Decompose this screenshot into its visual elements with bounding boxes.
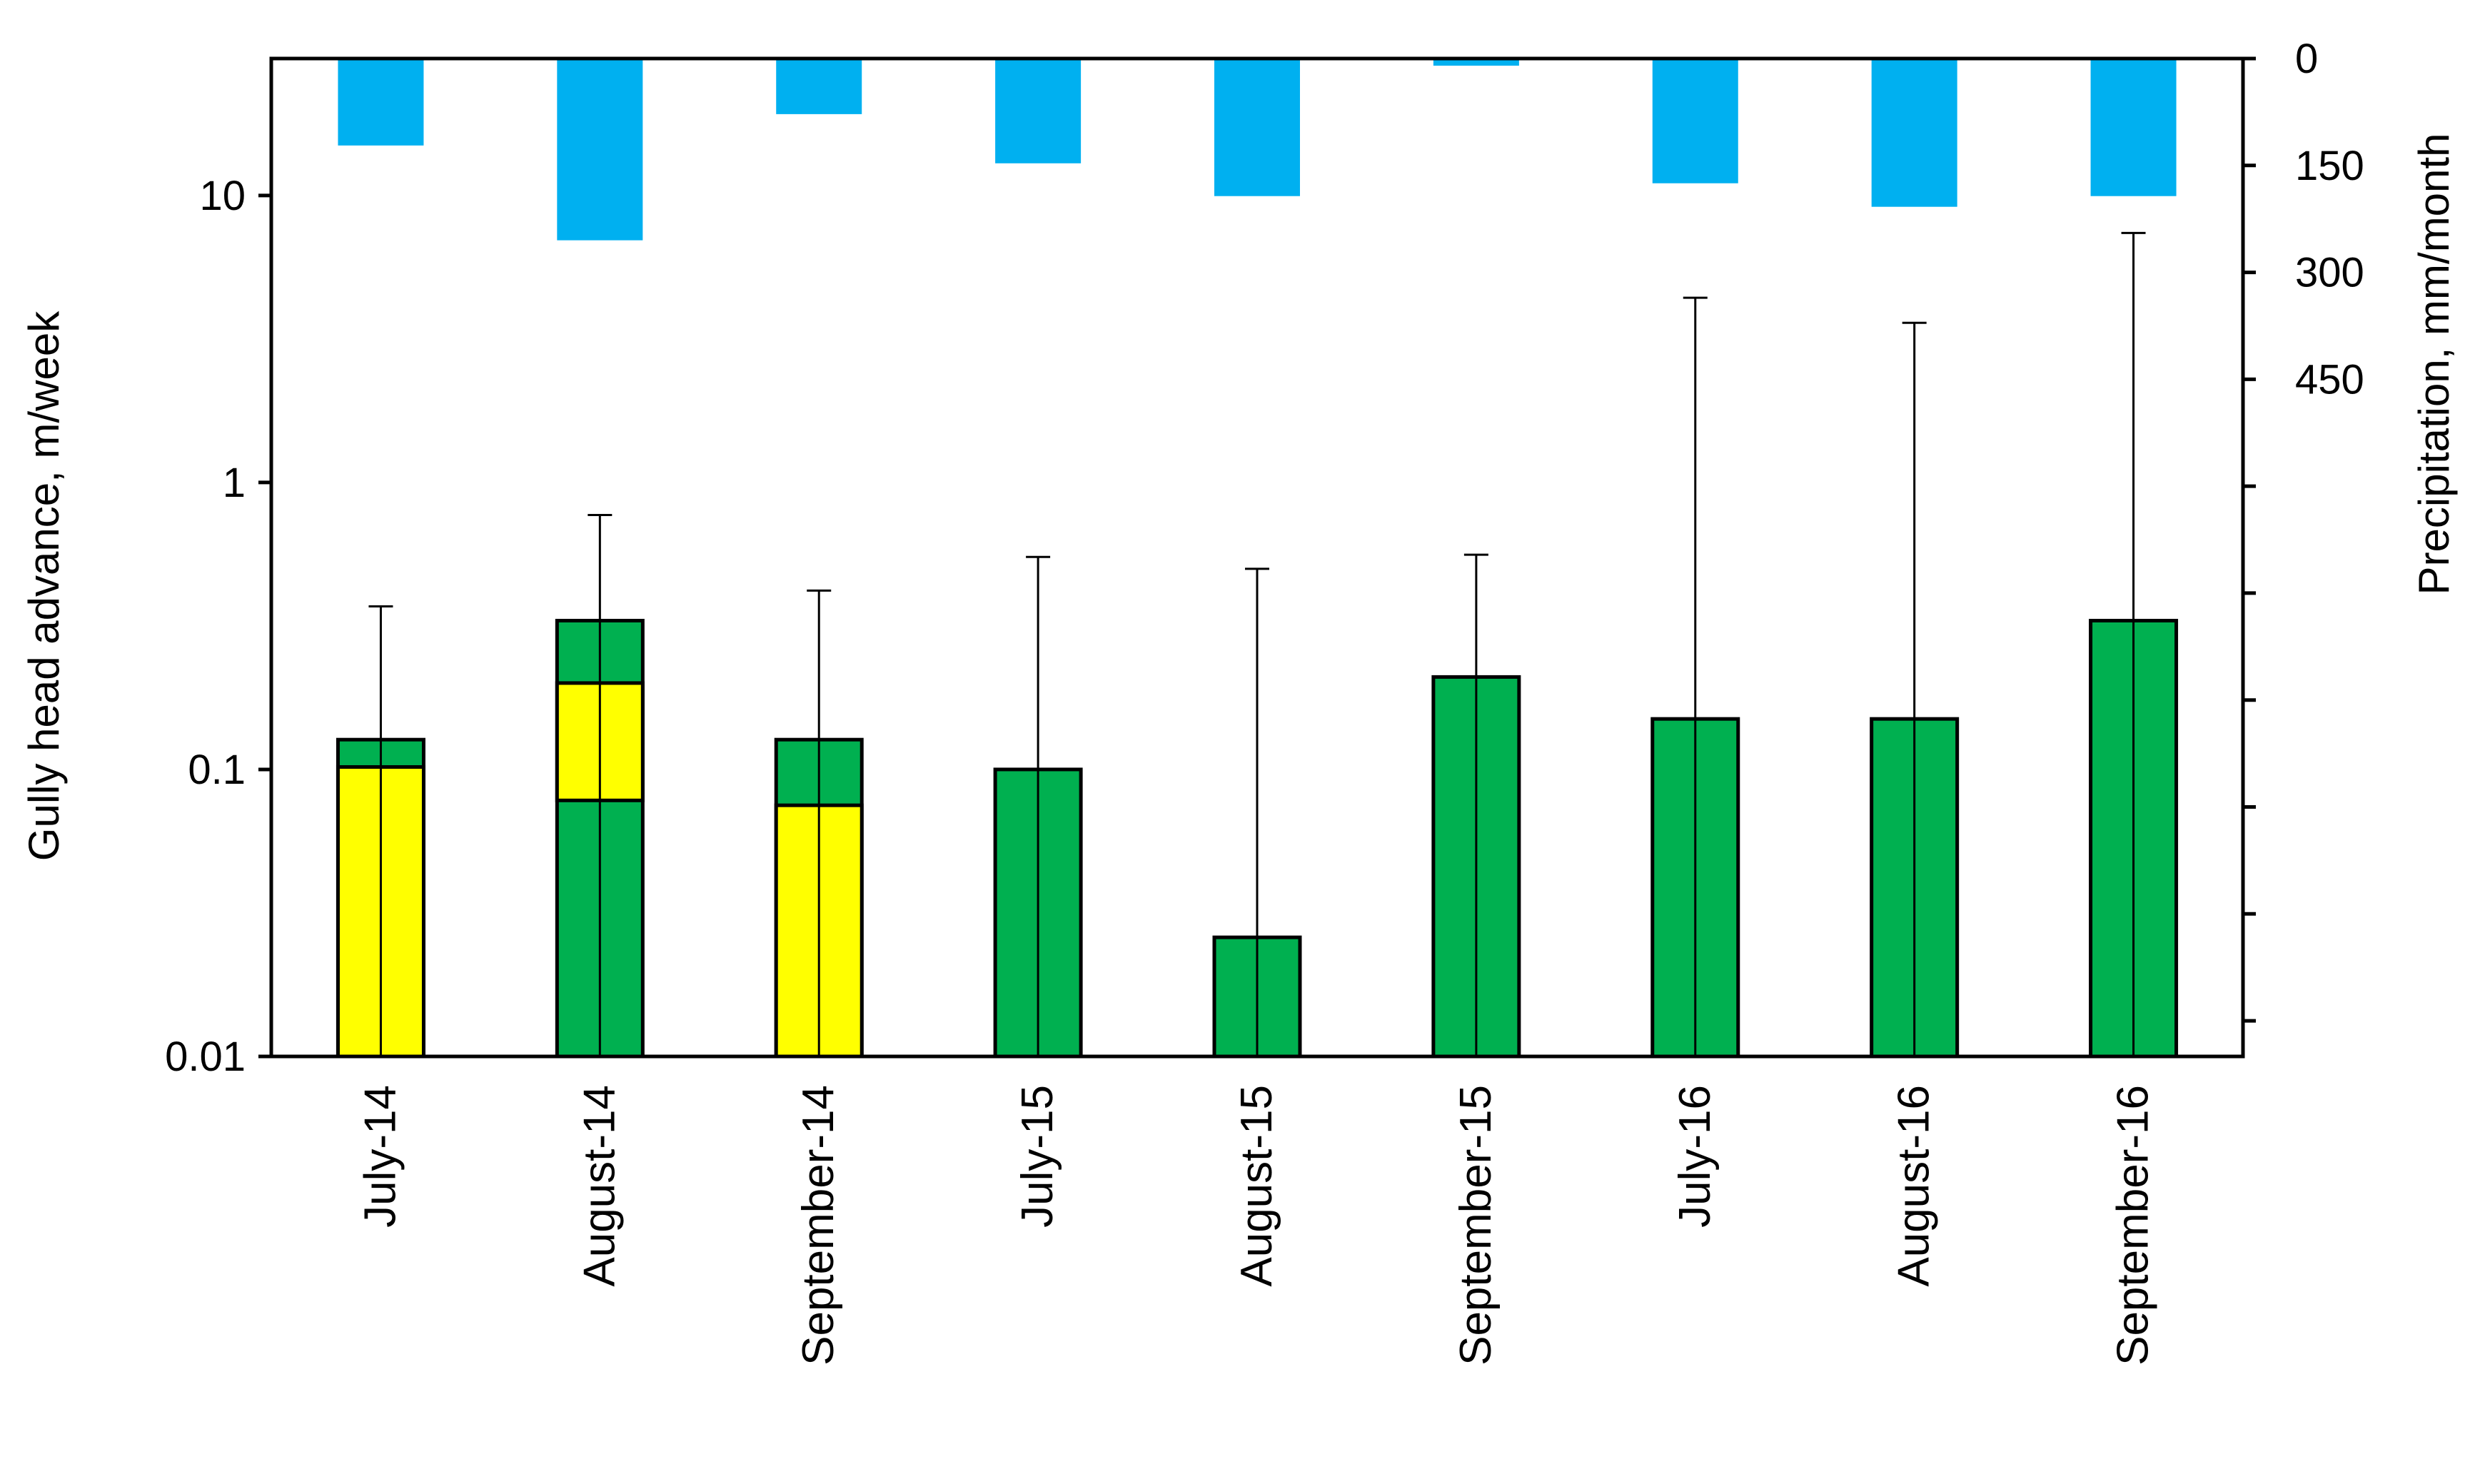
category-label: September-15 xyxy=(1451,1085,1501,1366)
left-axis-title: Gully head advance, m/week xyxy=(20,311,68,861)
left-tick-label: 1 xyxy=(223,460,246,506)
right-tick-label: 0 xyxy=(2295,36,2318,82)
category-label: July-16 xyxy=(1670,1085,1720,1228)
category-label: August-14 xyxy=(575,1085,624,1287)
category-label: August-15 xyxy=(1232,1085,1281,1287)
error-bars xyxy=(368,231,2146,1056)
right-tick-label: 150 xyxy=(2295,143,2364,189)
category-label: July-14 xyxy=(356,1085,405,1228)
right-tick-label: 450 xyxy=(2295,356,2364,403)
precip-bar-September-16 xyxy=(2090,59,2177,196)
precip-bar-July-15 xyxy=(995,59,1082,163)
precip-bar-July-14 xyxy=(338,59,424,146)
precip-bar-August-14 xyxy=(557,59,643,241)
precip-bar-July-16 xyxy=(1652,59,1738,183)
precipitation-bars xyxy=(338,59,2177,241)
advance-bars xyxy=(336,618,2179,1059)
category-label: August-16 xyxy=(1890,1085,1939,1287)
left-tick-label: 10 xyxy=(199,173,246,219)
axes xyxy=(258,56,2256,1059)
right-axis-title: Precipitation, mm/month xyxy=(2410,133,2458,595)
precip-bar-August-15 xyxy=(1214,59,1300,196)
right-tick-label: 300 xyxy=(2295,250,2364,296)
left-tick-label: 0.1 xyxy=(188,747,246,793)
labels: 0.01 0.1 1 10 0 150 300 450 July-14 August-14 Sept… xyxy=(20,36,2458,1366)
category-label: September-14 xyxy=(794,1085,843,1366)
category-label: July-15 xyxy=(1013,1085,1062,1228)
plot-frame xyxy=(269,56,2245,1059)
left-tick-label: 0.01 xyxy=(165,1034,246,1080)
precip-bar-September-14 xyxy=(776,59,862,114)
category-label: September-16 xyxy=(2109,1085,2158,1366)
precip-bar-September-15 xyxy=(1433,59,1519,66)
precip-bar-August-16 xyxy=(1871,59,1957,207)
